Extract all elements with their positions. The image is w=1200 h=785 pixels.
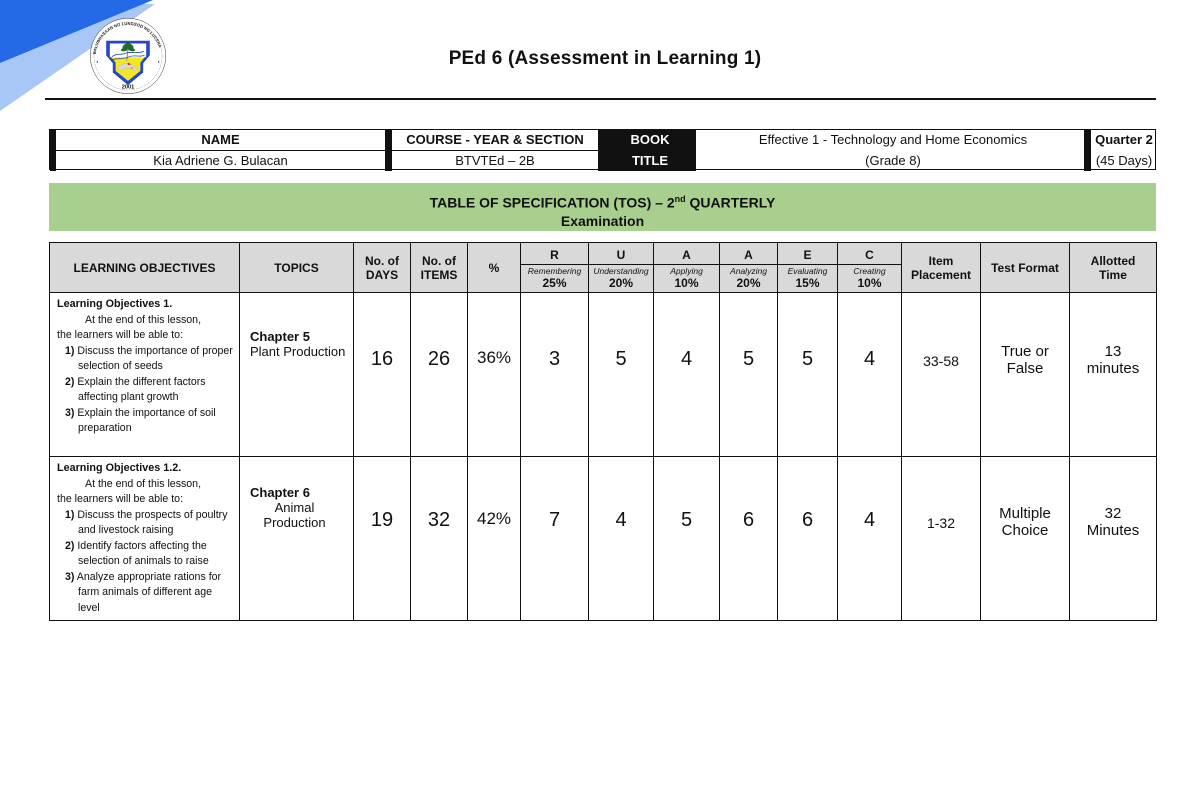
svg-text:2001: 2001	[122, 84, 134, 90]
